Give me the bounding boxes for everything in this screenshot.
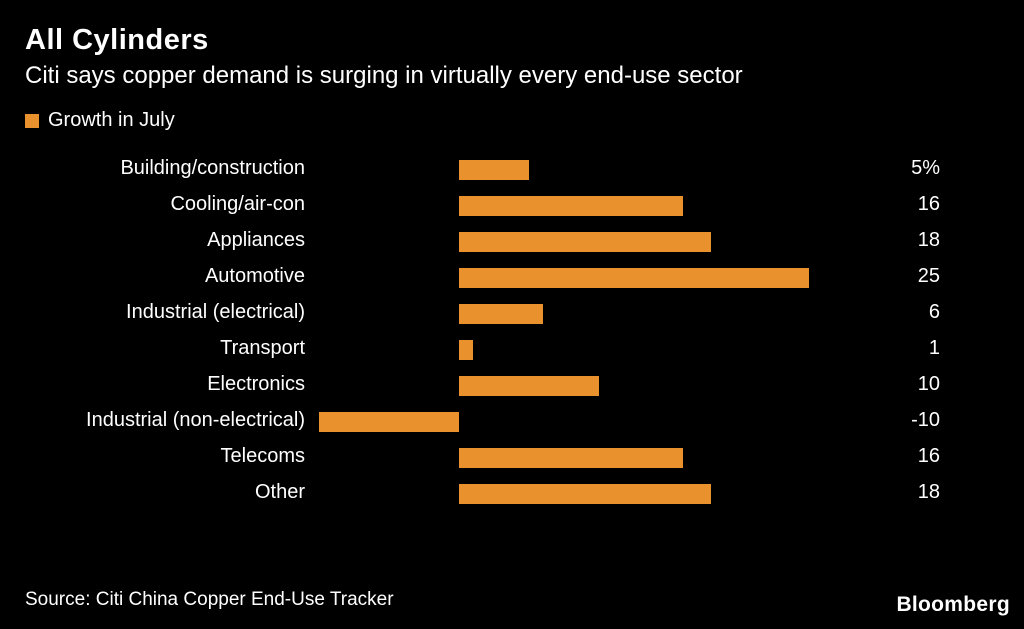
category-label: Industrial (electrical): [126, 301, 305, 323]
bar: [459, 484, 711, 504]
value-label: -10: [911, 409, 940, 431]
value-label: 18: [917, 229, 940, 251]
chart-row: Telecoms 16: [0, 440, 1024, 476]
category-label: Automotive: [204, 265, 305, 287]
bar: [459, 160, 529, 180]
category-label: Electronics: [207, 373, 305, 395]
value-label: 1: [928, 337, 940, 359]
bar: [319, 412, 459, 432]
category-label: Telecoms: [220, 445, 305, 467]
value-label: 16: [917, 193, 940, 215]
category-label: Other: [254, 481, 305, 503]
category-label: Industrial (non-electrical): [86, 409, 305, 431]
value-label: 16: [917, 445, 940, 467]
bar: [459, 340, 473, 360]
legend-swatch-icon: [25, 113, 39, 128]
bar: [459, 268, 809, 288]
chart-legend: Growth in July: [25, 109, 1024, 132]
chart-row: Other 18: [0, 476, 1024, 512]
chart-row: Cooling/air-con 16: [0, 188, 1024, 224]
value-label: 6: [928, 301, 940, 323]
bar: [459, 196, 683, 216]
value-label: 5%: [911, 157, 940, 179]
legend-label: Growth in July: [48, 109, 175, 132]
bar: [459, 304, 543, 324]
source-note: Source: Citi China Copper End-Use Tracke…: [25, 589, 394, 610]
value-label: 10: [917, 373, 940, 395]
bloomberg-logo: Bloomberg: [896, 593, 1010, 616]
category-label: Building/construction: [120, 157, 305, 179]
chart-row: Electronics 10: [0, 368, 1024, 404]
chart-row: Appliances 18: [0, 224, 1024, 260]
chart-subtitle: Citi says copper demand is surging in vi…: [25, 62, 743, 90]
category-label: Transport: [220, 337, 305, 359]
bar: [459, 448, 683, 468]
chart-rows: Building/construction 5% Cooling/air-con 16…: [0, 152, 1024, 512]
chart-row: Transport 1: [0, 332, 1024, 368]
category-label: Appliances: [207, 229, 305, 251]
chart-row: Industrial (electrical) 6: [0, 296, 1024, 332]
bar: [459, 376, 599, 396]
chart-row: Industrial (non-electrical) -10: [0, 404, 1024, 440]
chart-row: Automotive 25: [0, 260, 1024, 296]
value-label: 25: [917, 265, 940, 287]
bar: [459, 232, 711, 252]
chart-row: Building/construction 5%: [0, 152, 1024, 188]
category-label: Cooling/air-con: [170, 193, 305, 215]
chart-title: All Cylinders: [25, 24, 209, 56]
value-label: 18: [917, 481, 940, 503]
chart-header: All Cylinders Citi says copper demand is…: [0, 0, 1024, 91]
